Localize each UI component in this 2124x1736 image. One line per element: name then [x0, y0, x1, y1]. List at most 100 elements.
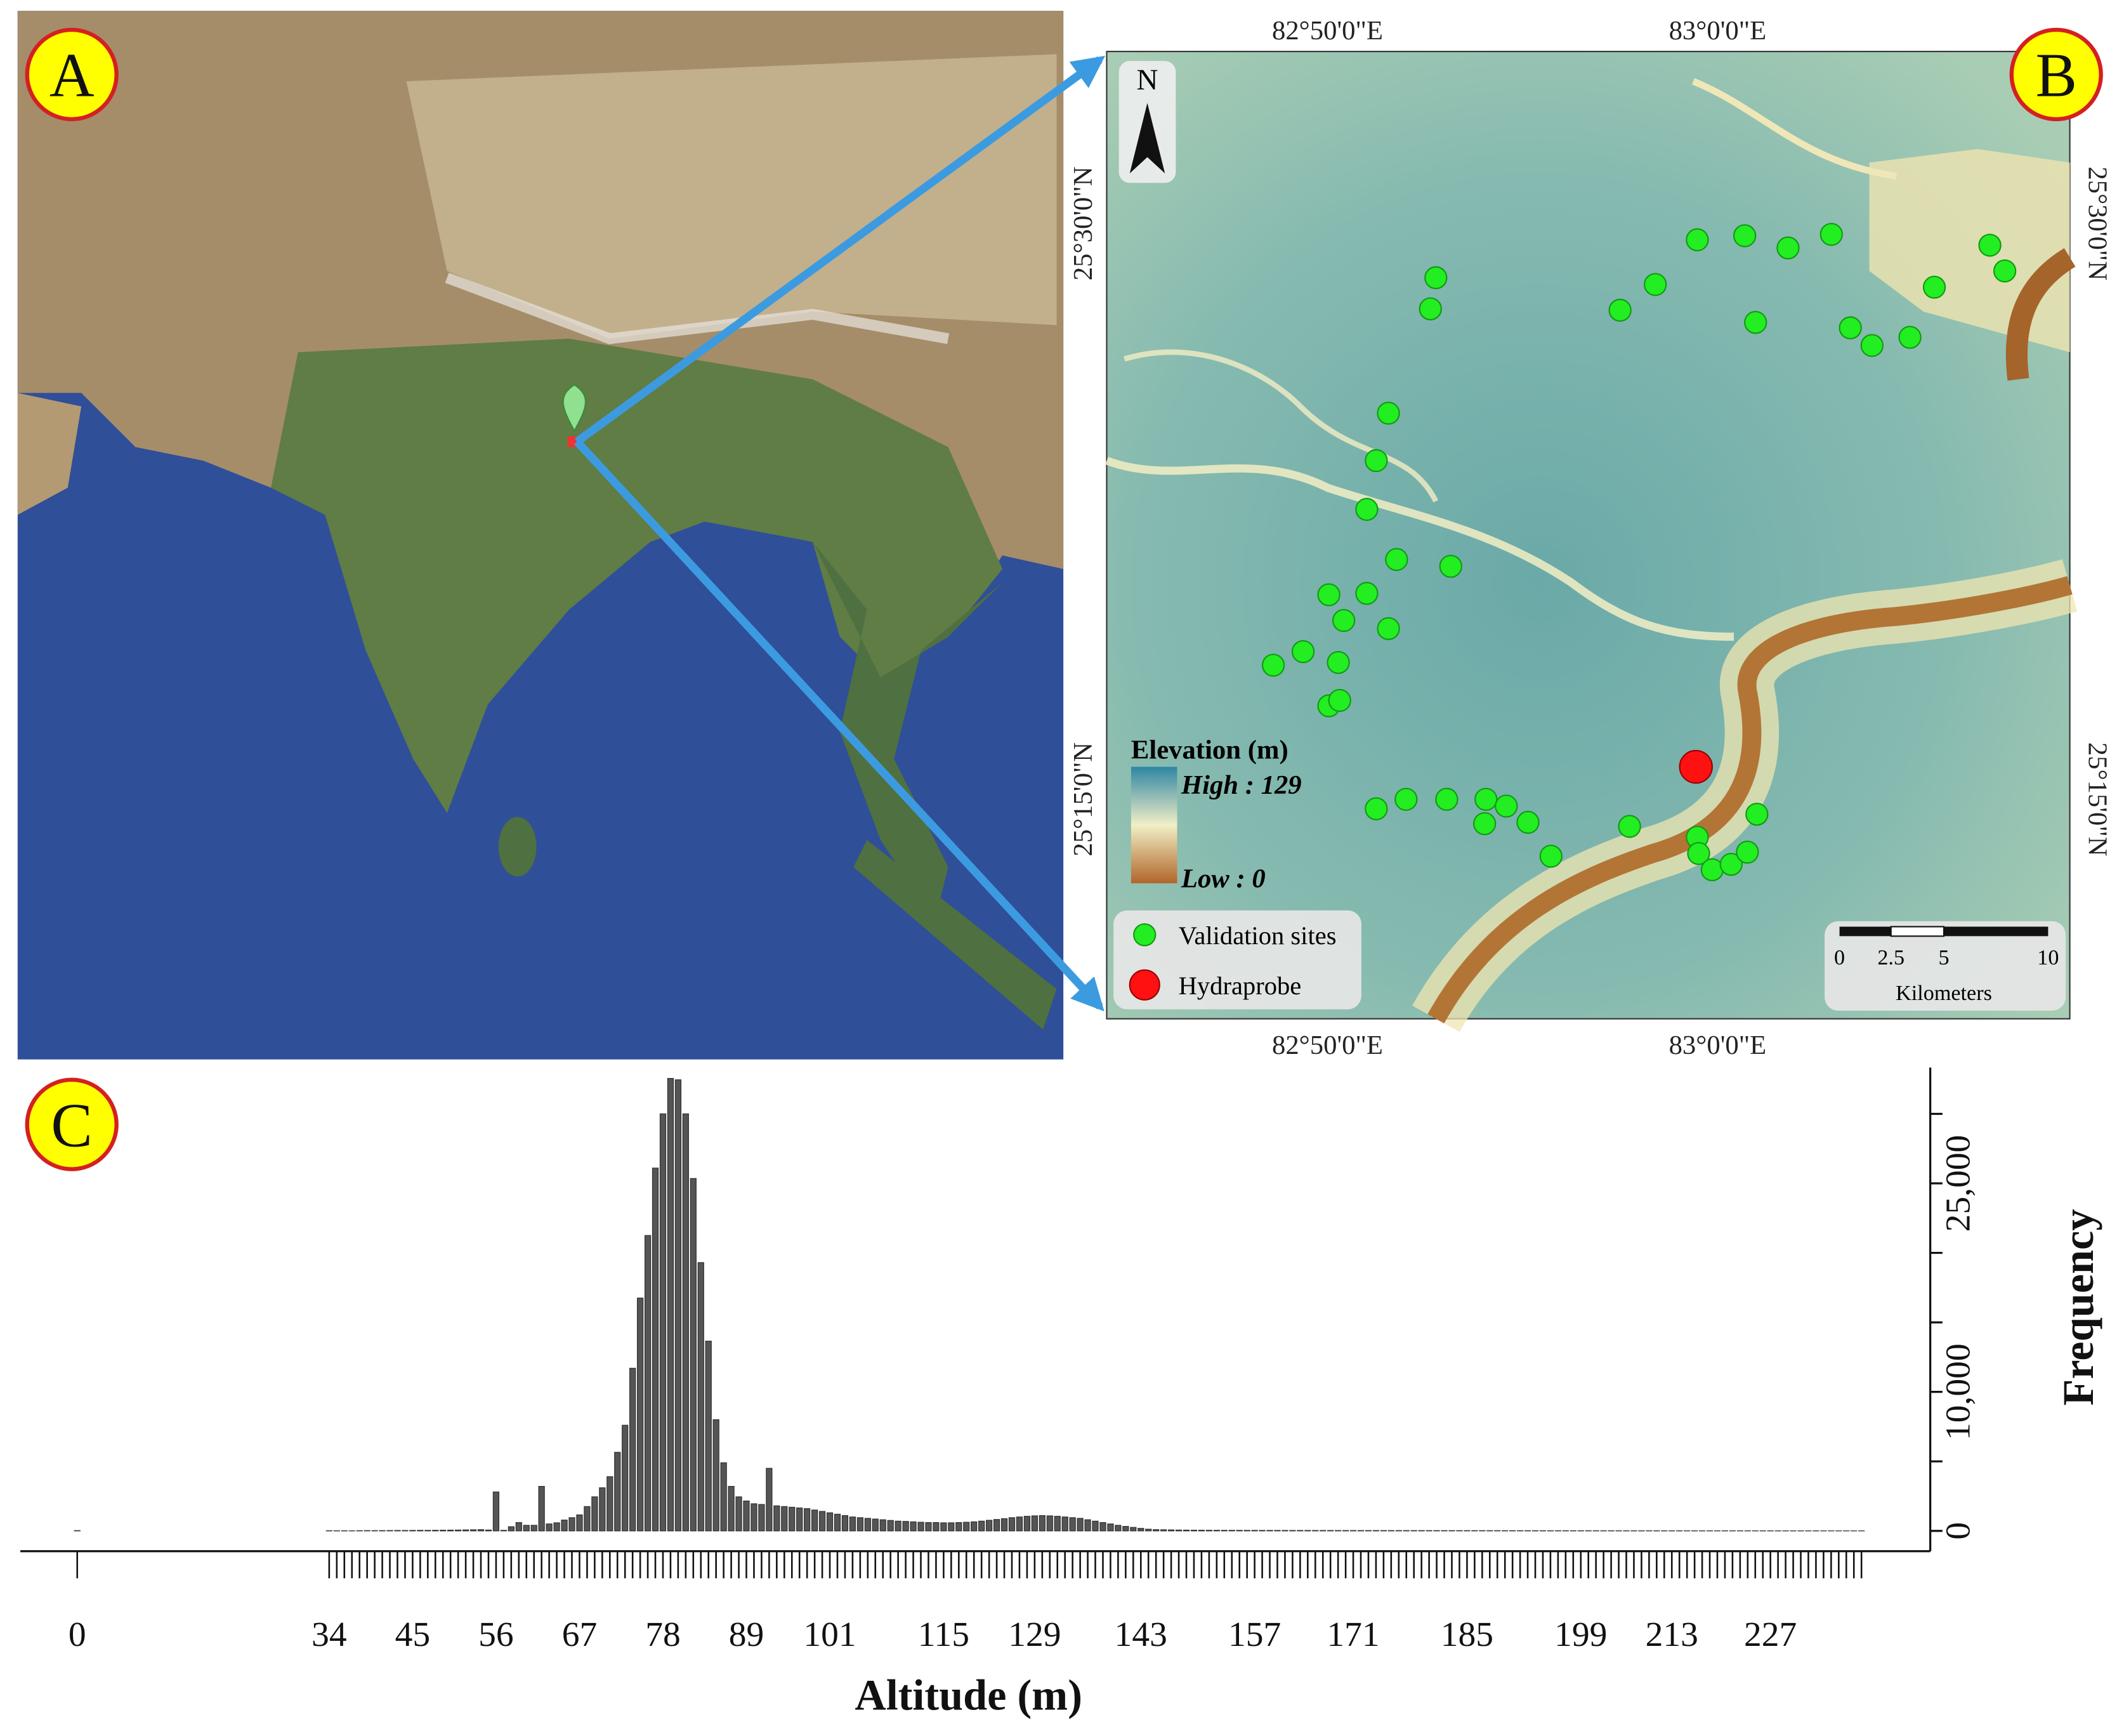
bar — [1228, 1530, 1235, 1532]
lat-label: 25°15'0"N — [2082, 742, 2112, 857]
y-tick-label: 0 — [1939, 1522, 1977, 1540]
bar — [606, 1476, 613, 1532]
validation-site — [1327, 650, 1350, 674]
scale-label: 0 — [1834, 946, 1845, 970]
bar — [1243, 1530, 1250, 1532]
bar — [993, 1519, 1000, 1532]
validation-site — [1473, 812, 1497, 836]
scale-segment — [1839, 926, 1891, 937]
validation-site — [1439, 555, 1462, 578]
validation-site — [1686, 228, 1709, 252]
bar — [781, 1506, 788, 1532]
bar — [394, 1530, 401, 1532]
bar — [690, 1178, 697, 1532]
lat-label: 25°30'0"N — [1068, 166, 1098, 280]
map-b: N Elevation (m) High : 129 Low : 0 Valid… — [1068, 16, 2112, 1060]
lon-label: 83°0'0"E — [1669, 1030, 1767, 1060]
bar — [1349, 1530, 1357, 1532]
legend-low: Low : 0 — [1181, 864, 1266, 894]
bar — [986, 1520, 993, 1532]
validation-site — [1608, 298, 1632, 322]
bar — [1122, 1526, 1129, 1532]
bar — [432, 1530, 439, 1532]
peninsula — [813, 542, 1003, 921]
bar — [1205, 1530, 1213, 1532]
bar — [917, 1522, 924, 1532]
bar — [561, 1520, 568, 1532]
x-tick-label: 157 — [1228, 1615, 1281, 1654]
validation-site — [1993, 259, 2017, 283]
panel-label: C — [51, 1091, 93, 1160]
bar — [826, 1512, 834, 1532]
x-tick-label: 101 — [803, 1615, 856, 1654]
bar — [720, 1462, 727, 1532]
bar — [735, 1496, 742, 1532]
bar — [636, 1298, 644, 1532]
bar — [1183, 1529, 1190, 1532]
validation-site — [1495, 794, 1518, 818]
bar — [386, 1530, 393, 1532]
bar — [758, 1504, 765, 1532]
lon-label: 82°50'0"E — [1272, 16, 1383, 46]
bar — [1054, 1516, 1061, 1532]
elevation-ramp — [1131, 766, 1177, 884]
bar — [1312, 1530, 1319, 1532]
legend-high: High : 129 — [1181, 770, 1302, 800]
legend-label: Hydraprobe — [1179, 971, 1302, 1000]
bar — [804, 1508, 811, 1532]
bar — [440, 1530, 447, 1532]
bar — [948, 1522, 955, 1532]
bar — [402, 1530, 409, 1532]
x-tick-label: 171 — [1327, 1615, 1379, 1654]
x-tick-label: 89 — [729, 1615, 764, 1654]
bar — [789, 1506, 796, 1532]
bar — [887, 1520, 894, 1532]
hydraprobe-site — [1679, 749, 1713, 784]
bar — [895, 1520, 901, 1532]
validation-site — [1922, 275, 1946, 299]
bar — [925, 1522, 932, 1532]
validation-site — [1328, 688, 1351, 713]
bar — [614, 1452, 621, 1532]
india — [271, 338, 1003, 813]
scale-unit: Kilometers — [1896, 982, 1992, 1005]
validation-site — [1644, 273, 1667, 296]
legend-swatch — [1129, 969, 1160, 1001]
x-tick-label: 185 — [1441, 1615, 1493, 1654]
bar — [1145, 1529, 1152, 1532]
bar — [1365, 1530, 1372, 1532]
bar — [1016, 1516, 1023, 1532]
bar — [469, 1529, 477, 1532]
validation-site — [1736, 840, 1759, 864]
bar — [462, 1529, 469, 1532]
bar — [728, 1485, 735, 1532]
scale-label: 5 — [1938, 946, 1949, 970]
bar — [1266, 1530, 1273, 1532]
validation-site — [1860, 334, 1884, 357]
validation-site — [1618, 815, 1641, 838]
bar — [629, 1367, 636, 1532]
validation-site — [1733, 224, 1757, 247]
bar — [712, 1419, 719, 1532]
bar — [856, 1517, 863, 1532]
bar — [1259, 1530, 1266, 1532]
bar — [530, 1525, 537, 1532]
bar — [1084, 1519, 1091, 1532]
bar — [1099, 1522, 1106, 1532]
bar — [751, 1503, 757, 1532]
bar — [1130, 1527, 1137, 1532]
bar — [834, 1513, 841, 1532]
x-tick-label: 143 — [1115, 1615, 1167, 1654]
bar — [1221, 1530, 1228, 1532]
validation-site — [1719, 853, 1743, 876]
bar — [1327, 1530, 1334, 1532]
bar — [1160, 1529, 1167, 1532]
bar — [1107, 1523, 1114, 1532]
bar — [477, 1529, 485, 1532]
bar — [546, 1523, 553, 1532]
scale-label: 10 — [2037, 946, 2059, 970]
site-layer — [1261, 223, 2017, 881]
x-tick-label: 115 — [918, 1615, 969, 1654]
x-tick-label: 45 — [395, 1615, 431, 1654]
bar — [659, 1113, 667, 1532]
